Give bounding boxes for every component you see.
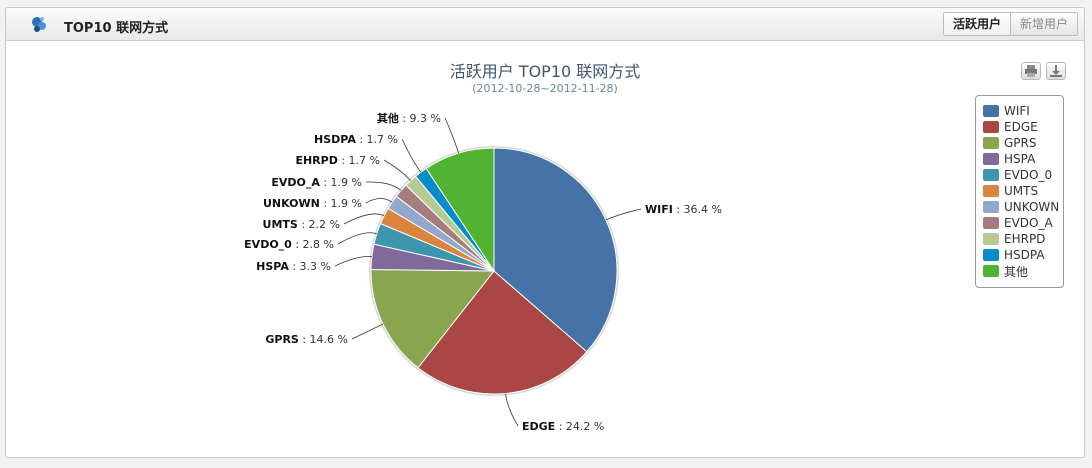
connector-line (337, 232, 377, 245)
data-label: UMTS : 2.2 % (263, 218, 340, 231)
legend-swatch (983, 265, 999, 277)
legend-label: EDGE (1004, 120, 1038, 134)
chart-legend: WIFI EDGE GPRS HSPA EVDO_0 UMTS UNKOWN EVDO_A EH… (975, 95, 1064, 288)
legend-item[interactable]: EVDO_0 (983, 167, 1063, 183)
legend-swatch (983, 201, 999, 213)
connector-line (605, 208, 642, 221)
legend-item[interactable]: EHRPD (983, 231, 1063, 247)
printer-icon (1025, 65, 1037, 77)
connector-line (343, 213, 385, 225)
data-label: HSPA : 3.3 % (256, 260, 331, 273)
tab-new-users[interactable]: 新增用户 (1010, 12, 1078, 36)
connector-line (365, 181, 402, 191)
data-label: WIFI : 36.4 % (645, 203, 722, 216)
legend-swatch (983, 233, 999, 245)
legend-item[interactable]: UNKOWN (983, 199, 1063, 215)
connector-line (365, 198, 393, 204)
legend-swatch (983, 137, 999, 149)
legend-swatch (983, 121, 999, 133)
panel-title: TOP10 联网方式 (64, 21, 169, 36)
legend-label: GPRS (1004, 136, 1037, 150)
tab-active-users[interactable]: 活跃用户 (942, 12, 1011, 36)
legend-item[interactable]: HSPA (983, 151, 1063, 167)
data-label: EVDO_0 : 2.8 % (244, 238, 334, 251)
pie-slice-gprs[interactable] (370, 268, 496, 369)
legend-item[interactable]: UMTS (983, 183, 1063, 199)
legend-label: EVDO_A (1004, 216, 1053, 230)
connector-line (383, 159, 411, 181)
legend-swatch (983, 217, 999, 229)
legend-item[interactable]: GPRS (983, 135, 1063, 151)
data-label: GPRS : 14.6 % (265, 333, 348, 346)
connector-line (401, 138, 422, 173)
data-label: 其他 : 9.3 % (377, 111, 441, 125)
download-icon (1050, 65, 1062, 77)
pie-slice-edge[interactable] (417, 270, 588, 395)
legend-label: HSPA (1004, 152, 1036, 166)
legend-item[interactable]: EVDO_A (983, 215, 1063, 231)
connector-line (334, 256, 372, 267)
legend-label: 其他 (1004, 264, 1029, 279)
data-label: UNKOWN : 1.9 % (263, 197, 362, 210)
legend-swatch (983, 249, 999, 261)
data-label: EVDO_A : 1.9 % (271, 176, 362, 189)
connector-line (505, 393, 519, 427)
legend-item[interactable]: WIFI (983, 103, 1063, 119)
data-label: EHRPD : 1.7 % (295, 154, 380, 167)
legend-label: WIFI (1004, 104, 1030, 118)
chart-subtitle: (2012-10-28~2012-11-28) (472, 82, 618, 95)
legend-swatch (983, 185, 999, 197)
legend-item[interactable]: 其他 (983, 263, 1063, 279)
connector-line (351, 323, 384, 340)
pie-slices (369, 146, 619, 396)
data-label: EDGE : 24.2 % (522, 420, 604, 433)
pie-labels: WIFI : 36.4 % EDGE : 24.2 % GPRS : 14.6 % H… (244, 111, 722, 433)
legend-label: UMTS (1004, 184, 1039, 198)
legend-swatch (983, 105, 999, 117)
tab-group: 活跃用户 新增用户 (942, 12, 1078, 36)
legend-swatch (983, 169, 999, 181)
chart-title: 活跃用户 TOP10 联网方式 (450, 62, 641, 81)
legend-label: EVDO_0 (1004, 168, 1053, 182)
legend-swatch (983, 153, 999, 165)
pie-slice-wifi[interactable] (493, 147, 618, 353)
export-button[interactable] (1046, 62, 1066, 80)
print-button[interactable] (1021, 62, 1041, 80)
legend-label: HSDPA (1004, 248, 1045, 262)
pie-slice--[interactable] (425, 147, 495, 273)
legend-item[interactable]: HSDPA (983, 247, 1063, 263)
legend-label: EHRPD (1004, 232, 1046, 246)
legend-label: UNKOWN (1004, 200, 1060, 214)
pie-chart-icon (32, 17, 46, 32)
panel-header: TOP10 联网方式 活跃用户 新增用户 (6, 8, 1084, 41)
data-label: HSDPA : 1.7 % (314, 133, 398, 146)
connector-line (444, 117, 459, 154)
legend-item[interactable]: EDGE (983, 119, 1063, 135)
pie-outline (369, 146, 619, 396)
